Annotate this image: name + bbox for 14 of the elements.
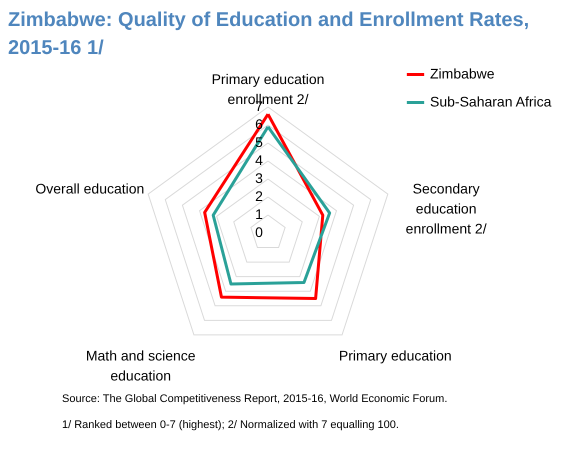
y-tick-label: 4 — [255, 152, 264, 168]
y-tick-label: 2 — [255, 188, 264, 204]
spoke-label: Math and science education — [86, 347, 196, 384]
legend-label: Zimbabwe — [430, 66, 495, 82]
spoke-label: Primary education — [338, 347, 452, 364]
chart-title: Zimbabwe: Quality of Education and Enrollment Rates, 2015-16 1/ — [8, 8, 530, 61]
text: 1/ Ranked between 0-7 (highest); 2/ Normalized with 7 equalling 100. — [62, 419, 399, 431]
y-tick-label: 3 — [255, 170, 264, 186]
legend-label: Sub-Saharan Africa — [430, 94, 552, 110]
spoke-label: Secondary education enrollment 2/ — [406, 180, 487, 237]
spoke-label: Overall education — [35, 180, 144, 197]
source-note: Source: The Global Competitiveness Report, 2015-16, World Economic Forum. — [62, 393, 448, 405]
y-tick-label: 1 — [255, 206, 264, 222]
y-tick-label: 0 — [255, 224, 264, 240]
